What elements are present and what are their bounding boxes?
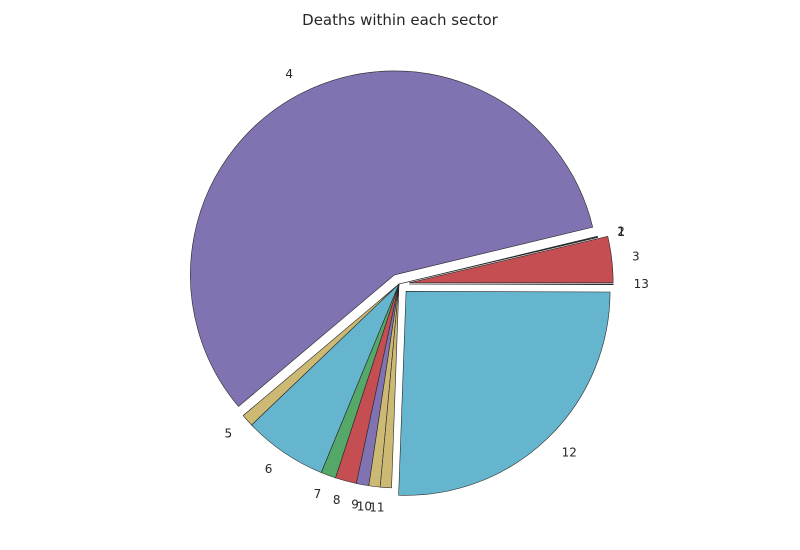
pie-slice-13: [409, 283, 614, 285]
pie-slice-11: [379, 283, 400, 489]
pie-slice-3: [409, 235, 614, 284]
pie-slice-4: [190, 70, 594, 407]
slice-label-11: 11: [369, 500, 384, 514]
slice-label-13: 13: [634, 277, 649, 291]
slice-label-10: 10: [357, 499, 372, 513]
slice-label-3: 3: [632, 250, 640, 264]
slice-label-2: 2: [617, 224, 625, 238]
slice-label-4: 4: [285, 67, 293, 81]
chart-title: Deaths within each sector: [302, 11, 498, 29]
slice-label-7: 7: [314, 487, 322, 501]
pie-slice-2: [398, 235, 598, 285]
slice-label-1: 1: [617, 225, 625, 239]
slice-label-9: 9: [351, 497, 359, 511]
pie-slice-12: [398, 291, 611, 496]
slice-label-12: 12: [562, 446, 577, 460]
slice-label-6: 6: [265, 462, 273, 476]
slice-label-5: 5: [224, 427, 232, 441]
slice-label-8: 8: [333, 493, 341, 507]
